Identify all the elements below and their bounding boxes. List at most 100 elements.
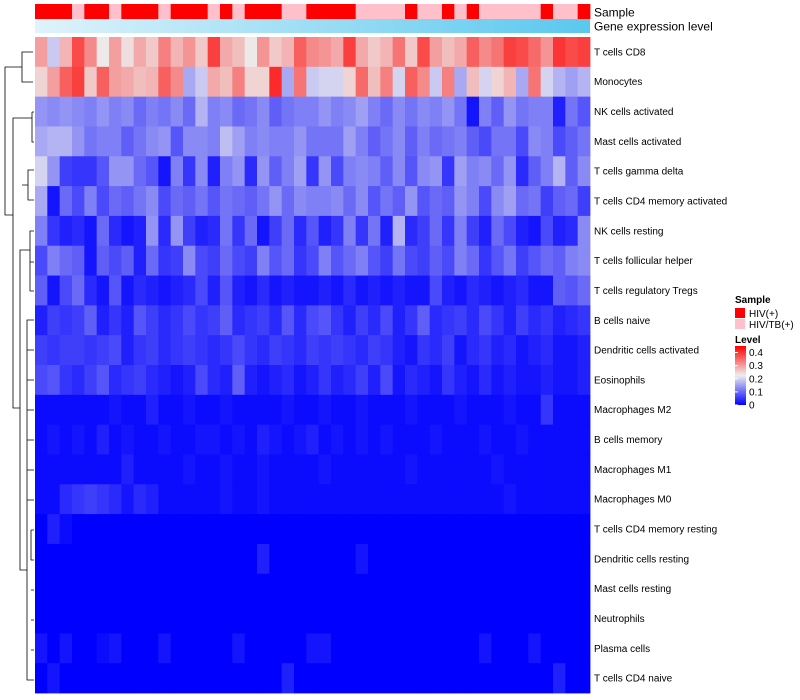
heatmap-cell — [503, 37, 517, 68]
heatmap-cell — [368, 514, 381, 545]
heatmap-cell — [294, 335, 307, 366]
row-label: T cells regulatory Tregs — [594, 286, 698, 297]
heatmap-cell — [368, 275, 381, 306]
heatmap-cell — [577, 543, 591, 575]
heatmap-cell — [109, 633, 122, 664]
heatmap-cell — [146, 96, 159, 127]
heatmap-cell — [257, 126, 270, 157]
heatmap-cell — [503, 215, 517, 247]
heatmap-cell — [540, 543, 554, 575]
heatmap-cell — [343, 454, 357, 485]
heatmap-cell — [72, 37, 85, 68]
heatmap-cell — [392, 126, 406, 157]
heatmap-cell — [59, 156, 73, 187]
heatmap-cell — [516, 543, 529, 575]
heatmap-cell — [331, 305, 344, 336]
heatmap-cell — [355, 37, 369, 68]
heatmap-cell — [96, 66, 110, 98]
heatmap-cell — [417, 543, 431, 575]
heatmap-cell — [158, 126, 172, 157]
heatmap-cell — [466, 126, 480, 157]
heatmap-cell — [565, 573, 579, 604]
heatmap-cell — [343, 215, 357, 247]
heatmap-cell — [454, 96, 468, 127]
heatmap-cell — [109, 37, 122, 68]
heatmap-cell — [491, 573, 505, 604]
heatmap-cell — [503, 394, 517, 426]
heatmap-cell — [577, 514, 591, 545]
sample-annotation-cell — [96, 4, 110, 19]
sample-annotation-cell — [368, 4, 381, 19]
heatmap-cell — [220, 394, 233, 426]
heatmap-cell — [220, 603, 233, 634]
heatmap-cell — [318, 573, 332, 604]
heatmap-cell — [479, 603, 492, 634]
heatmap-cell — [380, 96, 394, 127]
heatmap-cell — [503, 275, 517, 306]
heatmap-cell — [121, 305, 135, 336]
heatmap-cell — [479, 37, 492, 68]
heatmap-cell — [479, 663, 492, 694]
heatmap-cell — [380, 484, 394, 515]
heatmap-cell — [454, 484, 468, 515]
heatmap-cell — [170, 365, 184, 396]
heatmap-cell — [343, 573, 357, 604]
heatmap-cell — [244, 96, 258, 127]
heatmap-cell — [294, 305, 307, 336]
sample-annotation-cell — [121, 4, 135, 19]
heatmap-cell — [183, 394, 196, 426]
heatmap-cell — [294, 514, 307, 545]
heatmap-cell — [417, 186, 431, 217]
heatmap-cell — [146, 335, 159, 366]
heatmap-cell — [158, 37, 172, 68]
heatmap-cell — [96, 365, 110, 396]
level-legend: Level 0.4 0.3 0.2 0.1 0 — [735, 335, 763, 412]
heatmap-cell — [133, 514, 147, 545]
heatmap-cell — [220, 484, 233, 515]
heatmap-cell — [244, 484, 258, 515]
dendrogram-root — [4, 66, 22, 216]
heatmap-cell — [306, 126, 320, 157]
heatmap-cell — [121, 603, 135, 634]
sample-annotation-cell — [109, 4, 122, 19]
heatmap-cell — [577, 663, 591, 694]
heatmap-cell — [232, 633, 246, 664]
heatmap-cell — [96, 424, 110, 455]
heatmap-cell — [417, 37, 431, 68]
heatmap-cell — [133, 186, 147, 217]
heatmap-cell — [96, 186, 110, 217]
heatmap-cell — [417, 514, 431, 545]
heatmap-cell — [281, 543, 295, 575]
heatmap-cell — [405, 96, 418, 127]
heatmap-cell — [47, 305, 61, 336]
heatmap-cell — [331, 156, 344, 187]
heatmap-cell — [59, 126, 73, 157]
heatmap-cell — [96, 37, 110, 68]
heatmap-cell — [392, 215, 406, 247]
heatmap-cell — [491, 37, 505, 68]
heatmap-cell — [429, 126, 443, 157]
heatmap-cell — [257, 543, 270, 575]
heatmap-cell — [577, 156, 591, 187]
heatmap-cell — [220, 245, 233, 276]
heatmap-cell — [577, 275, 591, 306]
level-tick-label: 0.3 — [749, 361, 763, 372]
heatmap-cell — [368, 633, 381, 664]
heatmap-cell — [281, 514, 295, 545]
heatmap-cell — [47, 543, 61, 575]
heatmap-cell — [170, 663, 184, 694]
heatmap-cell — [368, 215, 381, 247]
heatmap-cell — [392, 37, 406, 68]
heatmap-cell — [417, 156, 431, 187]
heatmap-cell — [244, 37, 258, 68]
heatmap-cell — [553, 573, 566, 604]
heatmap-cell — [417, 66, 431, 98]
heatmap-cell — [577, 365, 591, 396]
heatmap-cell — [343, 633, 357, 664]
heatmap-cell — [516, 66, 529, 98]
heatmap-cell — [220, 215, 233, 247]
heatmap-cell — [109, 484, 122, 515]
heatmap-cell — [158, 66, 172, 98]
heatmap-cell — [577, 394, 591, 426]
